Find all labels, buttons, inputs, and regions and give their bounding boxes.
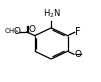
- Text: O: O: [29, 25, 36, 34]
- Text: O: O: [74, 50, 81, 59]
- Text: F: F: [75, 27, 81, 37]
- Text: H$_2$N: H$_2$N: [43, 8, 61, 20]
- Text: CH$_3$: CH$_3$: [4, 27, 19, 37]
- Text: O: O: [13, 27, 20, 36]
